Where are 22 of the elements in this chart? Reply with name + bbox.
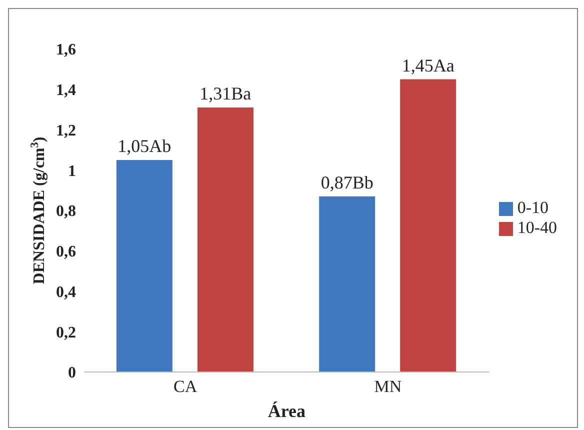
legend-label: 10-40 <box>517 218 557 237</box>
y-tick-label: 0,8 <box>56 203 76 220</box>
data-label: 1,05Ab <box>118 136 172 156</box>
bar <box>116 160 172 372</box>
y-tick-label: 0,2 <box>56 324 76 342</box>
data-label: 1,31Ba <box>200 84 252 104</box>
y-tick-label: 1,6 <box>56 42 76 59</box>
y-tick-label: 0 <box>68 364 76 382</box>
bar <box>319 196 376 372</box>
x-tick-label: CA <box>174 377 198 396</box>
y-tick-label: 1,4 <box>56 82 76 100</box>
bar <box>197 108 254 372</box>
x-tick-label: MN <box>374 377 402 396</box>
data-label: 0,87Bb <box>320 172 374 192</box>
legend-label: 0-10 <box>517 198 548 217</box>
x-axis-title: Área <box>268 401 306 421</box>
data-label: 1,45Aa <box>402 55 454 76</box>
y-tick-label: 0,6 <box>56 244 76 261</box>
bar <box>400 79 456 372</box>
y-tick-label: 1,2 <box>56 122 76 140</box>
y-tick-label: 0,4 <box>56 284 76 301</box>
y-tick-label: 1 <box>68 162 76 180</box>
